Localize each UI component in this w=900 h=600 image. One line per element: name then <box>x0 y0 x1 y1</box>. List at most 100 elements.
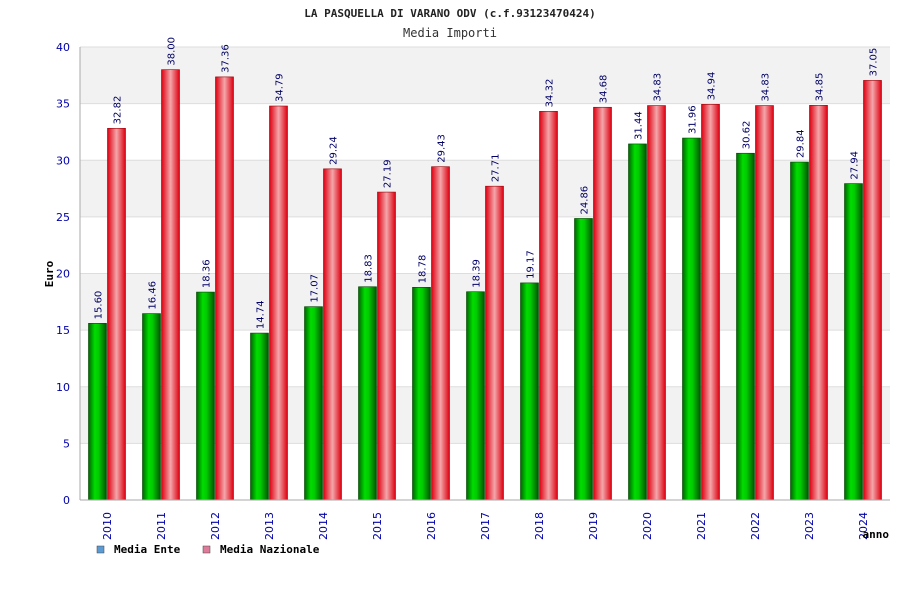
grid-band <box>80 47 890 104</box>
bar-media-ente-2012 <box>196 291 215 501</box>
bar-media-nazionale-2024 <box>863 80 882 501</box>
grid-bands <box>80 47 890 444</box>
grid-band <box>80 386 890 444</box>
chart-subtitle: Media Importi <box>403 26 497 40</box>
legend-label-media-nazionale: Media Nazionale <box>220 543 320 556</box>
bar-media-nazionale-2012 <box>215 76 234 501</box>
bar-media-nazionale-2016 <box>431 166 450 501</box>
bar-value-label: 37.36 <box>221 44 232 73</box>
y-tick-label: 30 <box>56 154 70 167</box>
bar-media-ente-2014 <box>304 306 323 501</box>
bar-value-label: 34.79 <box>275 73 286 102</box>
y-tick-label: 5 <box>63 437 70 450</box>
y-tick-label: 10 <box>56 381 70 394</box>
bar-value-label: 30.62 <box>742 121 753 150</box>
x-tick-label: 2016 <box>425 512 438 540</box>
bar-value-label: 14.74 <box>256 300 267 329</box>
bar-value-label: 31.44 <box>634 111 645 140</box>
bar-media-nazionale-2020 <box>647 105 666 501</box>
legend-swatch-media-nazionale <box>202 545 211 554</box>
y-axis-label: Euro <box>43 260 56 287</box>
bar-value-label: 31.96 <box>688 105 699 134</box>
bar-media-ente-2023 <box>790 161 809 501</box>
bar-media-ente-2011 <box>142 313 161 501</box>
grid-band <box>80 160 890 217</box>
x-tick-label: 2024 <box>857 512 870 540</box>
bar-value-label: 18.39 <box>472 259 483 288</box>
bar-value-label: 19.17 <box>526 250 537 279</box>
bar-value-label: 27.71 <box>491 154 502 183</box>
bar-media-nazionale-2017 <box>485 185 504 501</box>
bar-value-label: 34.68 <box>599 75 610 104</box>
x-tick-label: 2018 <box>533 512 546 540</box>
x-tick-label: 2022 <box>749 512 762 540</box>
bar-value-label: 27.94 <box>850 151 861 180</box>
bar-media-nazionale-2021 <box>701 104 720 501</box>
y-tick-label: 0 <box>63 494 70 507</box>
bar-value-label: 34.83 <box>653 73 664 102</box>
bar-labels: 15.60 32.82 16.46 38.00 18.36 37.36 14.74 34.79… <box>94 37 880 329</box>
x-tick-label: 2011 <box>155 512 168 540</box>
x-axis-ticks: 2010 2011 2012 2013 2014 2015 2016 2017 2018 2019… <box>101 512 870 540</box>
bar-value-label: 24.86 <box>580 186 591 215</box>
bar-value-label: 18.83 <box>364 254 375 283</box>
bar-media-nazionale-2014 <box>323 168 342 501</box>
bars <box>88 69 882 501</box>
x-axis-label: anno <box>863 528 890 541</box>
bar-value-label: 34.32 <box>545 79 556 108</box>
bar-value-label: 17.07 <box>310 274 321 303</box>
y-tick-label: 20 <box>56 268 70 281</box>
bar-media-ente-2017 <box>466 291 485 501</box>
bar-media-ente-2018 <box>520 282 539 501</box>
bar-value-label: 38.00 <box>167 37 178 66</box>
bar-value-label: 29.24 <box>329 136 340 165</box>
chart-title: LA PASQUELLA DI VARANO ODV (c.f.93123470… <box>304 7 595 20</box>
x-tick-label: 2010 <box>101 512 114 540</box>
bar-media-nazionale-2023 <box>809 105 828 501</box>
bar-media-ente-2022 <box>736 152 755 501</box>
bar-media-nazionale-2019 <box>593 106 612 501</box>
bar-value-label: 16.46 <box>148 281 159 310</box>
bar-value-label: 32.82 <box>113 96 124 125</box>
bar-media-nazionale-2013 <box>269 105 288 501</box>
bar-media-ente-2016 <box>412 287 431 501</box>
y-tick-label: 15 <box>56 324 70 337</box>
x-tick-label: 2012 <box>209 512 222 540</box>
bar-media-nazionale-2018 <box>539 111 558 501</box>
bar-value-label: 34.94 <box>707 72 718 101</box>
bar-value-label: 27.19 <box>383 159 394 188</box>
bar-value-label: 18.78 <box>418 255 429 284</box>
x-tick-label: 2019 <box>587 512 600 540</box>
bar-value-label: 34.83 <box>761 73 772 102</box>
y-tick-label: 25 <box>56 211 70 224</box>
bar-media-nazionale-2022 <box>755 105 774 501</box>
bar-value-label: 18.36 <box>202 259 213 288</box>
bar-media-ente-2015 <box>358 286 377 501</box>
x-tick-label: 2021 <box>695 512 708 540</box>
bar-media-ente-2013 <box>250 332 269 501</box>
bar-value-label: 29.43 <box>437 134 448 163</box>
x-tick-label: 2014 <box>317 512 330 540</box>
grid-band <box>80 273 890 331</box>
bar-media-nazionale-2015 <box>377 191 396 501</box>
x-tick-label: 2015 <box>371 512 384 540</box>
bar-media-nazionale-2011 <box>161 69 180 501</box>
x-tick-label: 2013 <box>263 512 276 540</box>
bar-value-label: 37.05 <box>869 48 880 77</box>
legend-label-media-ente: Media Ente <box>114 543 181 556</box>
y-tick-label: 35 <box>56 98 70 111</box>
y-tick-label: 40 <box>56 41 70 54</box>
bar-media-ente-2019 <box>574 218 593 501</box>
bar-value-label: 29.84 <box>796 129 807 158</box>
bar-value-label: 34.85 <box>815 73 826 102</box>
x-tick-label: 2023 <box>803 512 816 540</box>
y-axis-ticks: 0 5 10 15 20 25 30 35 40 <box>56 41 70 507</box>
bar-value-label: 15.60 <box>94 291 105 320</box>
bar-media-nazionale-2010 <box>107 128 126 501</box>
bar-media-ente-2024 <box>844 183 863 501</box>
legend-swatch-media-ente <box>96 545 105 554</box>
bar-media-ente-2010 <box>88 323 107 501</box>
bar-media-ente-2021 <box>682 137 701 501</box>
legend: Media Ente Media Nazionale <box>96 543 320 556</box>
